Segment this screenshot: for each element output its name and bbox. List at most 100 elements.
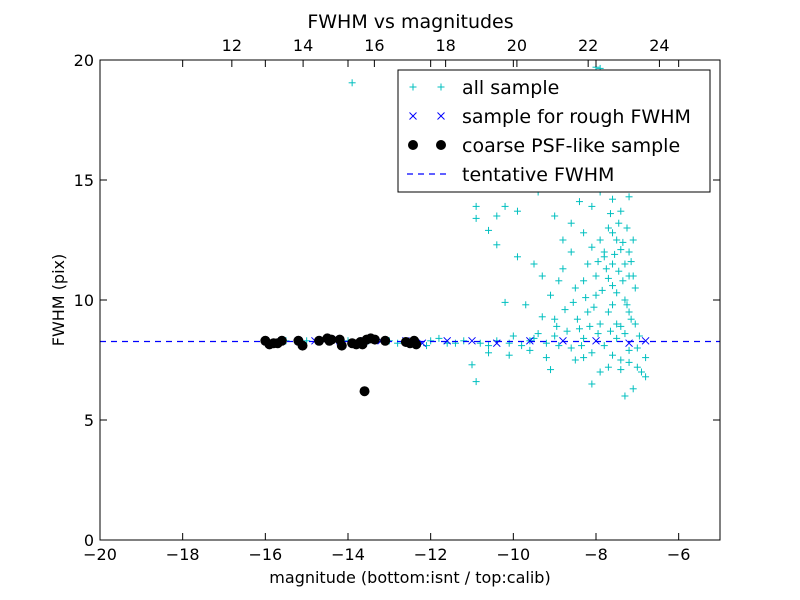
all-sample-point bbox=[613, 289, 621, 297]
x-tick-label: −20 bbox=[83, 545, 117, 564]
all-sample-point bbox=[621, 330, 629, 338]
all-sample-point bbox=[435, 334, 443, 342]
all-sample-point bbox=[609, 229, 617, 237]
all-sample-point bbox=[451, 339, 459, 347]
all-sample-point bbox=[592, 272, 600, 280]
top-x-tick-label: 22 bbox=[578, 36, 598, 55]
all-sample-point bbox=[501, 298, 509, 306]
top-x-tick-label: 18 bbox=[435, 36, 455, 55]
all-sample-point bbox=[613, 320, 621, 328]
psf-sample-point bbox=[411, 339, 422, 350]
all-sample-point bbox=[542, 354, 550, 362]
all-sample-point bbox=[613, 236, 621, 244]
all-sample-point bbox=[637, 368, 645, 376]
all-sample-point bbox=[559, 265, 567, 273]
x-tick-label: −16 bbox=[248, 545, 282, 564]
all-sample-point bbox=[642, 373, 650, 381]
all-sample-point bbox=[621, 296, 629, 304]
all-sample-point bbox=[582, 294, 590, 302]
all-sample-point bbox=[555, 342, 563, 350]
all-sample-point bbox=[588, 243, 596, 251]
all-sample-point bbox=[596, 368, 604, 376]
legend-entry: coarse PSF-like sample bbox=[408, 135, 680, 157]
all-sample-point bbox=[394, 339, 402, 347]
psf-sample-point bbox=[359, 386, 370, 397]
all-sample-point bbox=[615, 267, 623, 275]
all-sample-point bbox=[617, 356, 625, 364]
all-sample-point bbox=[476, 339, 484, 347]
all-sample-point bbox=[609, 195, 617, 203]
bottom-x-axis: −20 −18 −16 −14 −12 −10 −8 −6 bbox=[83, 60, 690, 564]
all-sample-point bbox=[588, 380, 596, 388]
all-sample-point bbox=[600, 342, 608, 350]
all-sample-point bbox=[571, 356, 579, 364]
all-sample-point bbox=[580, 229, 588, 237]
all-sample-point bbox=[505, 351, 513, 359]
legend: all sample sample for rough FWHM coarse PS… bbox=[397, 69, 711, 193]
psf-sample-point bbox=[369, 334, 380, 345]
x-tick-label: −10 bbox=[496, 545, 530, 564]
all-sample-point bbox=[594, 330, 602, 338]
y-tick-label: 10 bbox=[74, 291, 94, 310]
legend-label: tentative FWHM bbox=[462, 164, 614, 186]
all-sample-point bbox=[567, 248, 575, 256]
psf-sample-point bbox=[326, 334, 337, 345]
all-sample-point bbox=[561, 306, 569, 314]
all-sample-point bbox=[501, 202, 509, 210]
all-sample-point bbox=[609, 260, 617, 268]
all-sample-point bbox=[623, 301, 631, 309]
all-sample-point bbox=[485, 226, 493, 234]
rough-sample-point bbox=[468, 336, 476, 345]
all-sample-point bbox=[635, 332, 643, 340]
all-sample-point bbox=[513, 207, 521, 215]
all-sample-point bbox=[590, 303, 598, 311]
x-tick-label: −14 bbox=[331, 545, 365, 564]
rough-sample-point bbox=[492, 339, 501, 348]
rough-sample-point bbox=[559, 336, 567, 345]
all-sample-point bbox=[619, 238, 627, 246]
legend-marker bbox=[409, 83, 417, 91]
legend-marker bbox=[408, 140, 418, 150]
x-tick-label: −12 bbox=[414, 545, 448, 564]
all-sample-point bbox=[596, 236, 604, 244]
chart-marks bbox=[100, 63, 720, 400]
all-sample-point bbox=[619, 277, 627, 285]
all-sample-point bbox=[633, 363, 641, 371]
all-sample-point bbox=[580, 354, 588, 362]
all-sample-point bbox=[592, 291, 600, 299]
all-sample-point bbox=[604, 308, 612, 316]
all-sample-point bbox=[575, 325, 583, 333]
all-sample-point bbox=[427, 337, 435, 345]
all-sample-point bbox=[600, 248, 608, 256]
all-sample-point bbox=[625, 308, 633, 316]
legend-label: all sample bbox=[462, 77, 559, 99]
all-sample-point bbox=[580, 277, 588, 285]
legend-entry: all sample bbox=[409, 77, 559, 99]
all-sample-point bbox=[563, 327, 571, 335]
all-sample-point bbox=[485, 342, 493, 350]
y-tick-label: 20 bbox=[74, 51, 94, 70]
all-sample-point bbox=[468, 361, 476, 369]
psf-sample-point bbox=[380, 335, 391, 346]
all-sample-point bbox=[578, 342, 586, 350]
all-sample-point bbox=[606, 327, 614, 335]
all-sample-point bbox=[588, 202, 596, 210]
all-sample-point bbox=[472, 202, 480, 210]
all-sample-point bbox=[617, 322, 625, 330]
all-sample-point bbox=[580, 334, 588, 342]
all-sample-point bbox=[538, 272, 546, 280]
top-x-tick-label: 12 bbox=[222, 36, 242, 55]
all-sample-point bbox=[609, 351, 617, 359]
all-sample-point bbox=[584, 260, 592, 268]
y-axis-label: FWHM (pix) bbox=[49, 254, 68, 347]
legend-marker bbox=[409, 112, 417, 120]
all-sample-point bbox=[518, 342, 526, 350]
legend-marker bbox=[436, 140, 446, 150]
all-sample-point bbox=[493, 212, 501, 220]
all-sample-point bbox=[472, 378, 480, 386]
all-sample-point bbox=[604, 224, 612, 232]
all-sample-point bbox=[621, 392, 629, 400]
legend-entry: tentative FWHM bbox=[407, 164, 614, 186]
all-sample-point bbox=[609, 301, 617, 309]
